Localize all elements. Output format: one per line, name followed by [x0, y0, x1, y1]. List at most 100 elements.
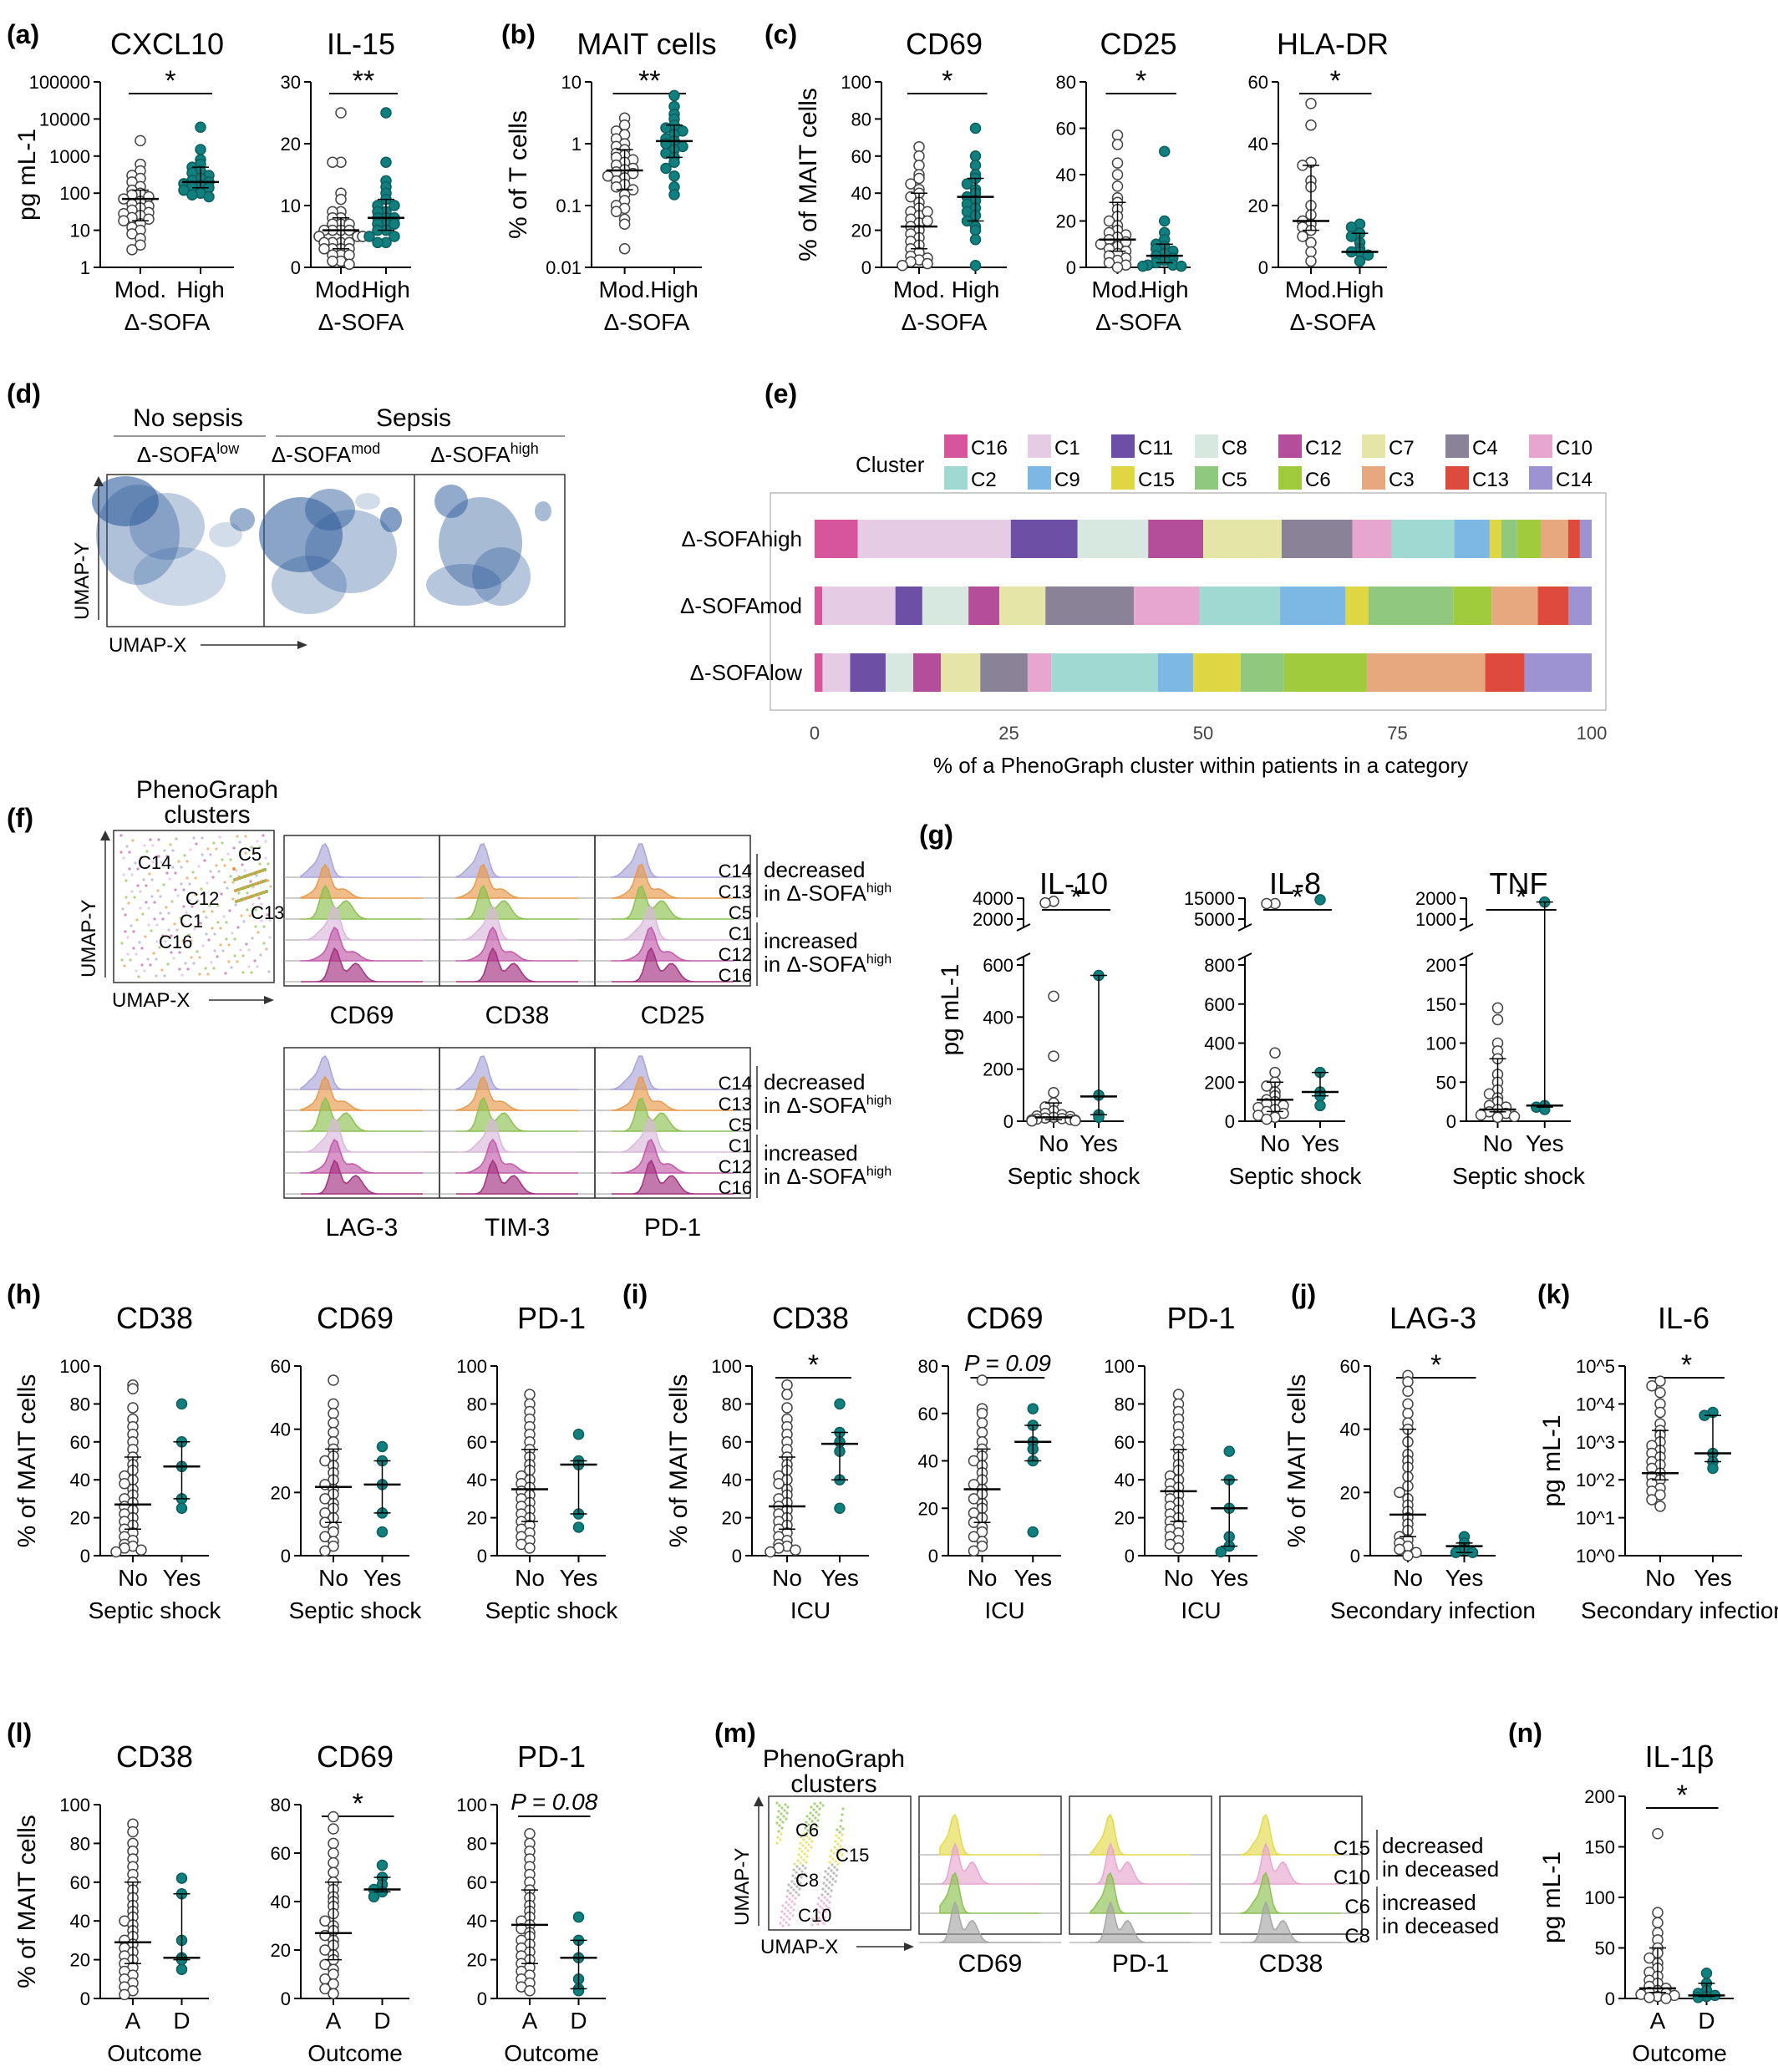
data-point — [1305, 119, 1317, 131]
y-tick-label: 4000 — [973, 888, 1013, 909]
plot-title: HLA-DR — [1277, 27, 1389, 61]
umap-point — [816, 1922, 820, 1926]
x-tick-label: High — [362, 277, 410, 302]
umap-point — [120, 958, 124, 962]
y-tick-label: 1 — [572, 134, 582, 155]
umap-point — [233, 954, 236, 957]
umap-point — [838, 1831, 841, 1834]
umap-point — [216, 904, 220, 907]
data-point — [1111, 262, 1124, 273]
y-axis-label: % of MAIT cells — [13, 1374, 41, 1548]
x-axis-label: ICU — [1181, 1597, 1221, 1623]
umap-point — [826, 1892, 830, 1896]
umap-point — [787, 1883, 790, 1887]
umap-point — [260, 902, 263, 906]
row-cluster-label: C10 — [1334, 1866, 1370, 1889]
m-title1: PhenoGraph — [763, 1745, 905, 1773]
umap-point — [170, 900, 174, 903]
data-point — [1159, 145, 1171, 157]
histogram-ridge — [1240, 1813, 1341, 1856]
y-tick-label: 10^3 — [1576, 1432, 1615, 1453]
data-point — [110, 1546, 122, 1558]
umap-point — [815, 1825, 819, 1828]
histogram-ridge — [612, 947, 734, 983]
umap-point — [820, 1893, 824, 1897]
umap-point — [811, 1834, 815, 1837]
y-tick-label: 100 — [456, 1795, 487, 1816]
umap-point — [184, 962, 187, 965]
data-point — [1652, 1907, 1664, 1918]
x-axis-label: Outcome — [1632, 2040, 1727, 2066]
y-tick-label: 0 — [80, 1988, 90, 2009]
umap-point — [148, 872, 151, 876]
data-point — [969, 122, 982, 135]
umap-point — [264, 840, 267, 843]
y-tick-label: 100 — [59, 1795, 90, 1816]
umap-point — [817, 1897, 820, 1900]
umap-point — [781, 1821, 785, 1824]
x-axis-label: Δ-SOFA — [604, 309, 690, 335]
umap-point — [839, 1845, 842, 1848]
umap-point — [236, 960, 239, 963]
e-axis: 0 25 50 75 100 — [810, 723, 1607, 744]
umap-point — [823, 1876, 826, 1879]
umap-point — [145, 850, 149, 853]
f-histogram-grid: CD69 CD38 CD25C14C13C5C1C12C16decreasedin … — [283, 835, 892, 1242]
bar-segment-C15 — [1193, 653, 1241, 692]
umap-point — [155, 923, 159, 927]
x-tick-label: High — [952, 277, 1000, 302]
group-label: in Δ-SOFAhigh — [764, 952, 892, 977]
umap-point — [780, 1916, 783, 1919]
x-tick-label: High — [176, 277, 225, 302]
y-tick-label: 60 — [722, 1432, 742, 1453]
bar-segment-C14 — [1579, 520, 1592, 558]
density-blob — [535, 501, 551, 521]
y-tick-label: 0 — [861, 257, 871, 278]
y-axis-label: % of T cells — [505, 110, 532, 239]
umap-point — [793, 1862, 796, 1866]
umap-point — [821, 1887, 825, 1891]
data-point — [1103, 215, 1115, 227]
data-point — [327, 255, 338, 267]
data-point — [319, 1455, 331, 1467]
umap-point — [128, 867, 131, 871]
axis-break — [1019, 927, 1029, 957]
panel-letter-e: (e) — [765, 378, 797, 409]
umap-point — [826, 1898, 829, 1902]
umap-point — [834, 1840, 837, 1843]
data-point — [618, 242, 631, 255]
umap-point — [245, 942, 248, 946]
data-point — [1297, 231, 1308, 242]
y-tick-label: 200 — [1584, 1786, 1615, 1807]
data-point — [524, 1828, 536, 1840]
umap-point — [121, 907, 124, 911]
panel-letter-g: (g) — [919, 820, 953, 850]
umap-point — [796, 1879, 800, 1882]
plot-title: CD25 — [1100, 27, 1176, 61]
umap-point — [237, 899, 241, 902]
x-axis-label: Outcome — [504, 2040, 599, 2066]
data-point — [913, 150, 925, 162]
plot-title: PD-1 — [517, 1301, 586, 1335]
row-cluster-label: C14 — [719, 861, 752, 881]
y-tick-label: 10^5 — [1576, 1356, 1615, 1377]
legend-label-C6: C6 — [1305, 469, 1331, 491]
data-point — [668, 189, 680, 201]
data-point — [380, 107, 392, 119]
umap-point — [784, 1907, 787, 1910]
umap-point — [124, 879, 128, 882]
y-tick-label: 40 — [271, 1419, 291, 1440]
x-tick-label: No — [1483, 1130, 1513, 1156]
umap-point — [181, 939, 185, 942]
bar-segment-C10 — [1352, 520, 1392, 558]
marker-label: TIM-3 — [485, 1214, 550, 1242]
umap-point — [259, 953, 262, 957]
x-tick-label: Yes — [1013, 1565, 1052, 1591]
y-tick-label: 0 — [281, 1988, 291, 2009]
umap-point — [806, 1829, 810, 1832]
scatter-plot-b: MAIT cells % of T cells 10 1 0.1 0.01 Mod. High… — [505, 27, 717, 335]
umap-point — [818, 1807, 821, 1810]
umap-point — [832, 1851, 836, 1855]
